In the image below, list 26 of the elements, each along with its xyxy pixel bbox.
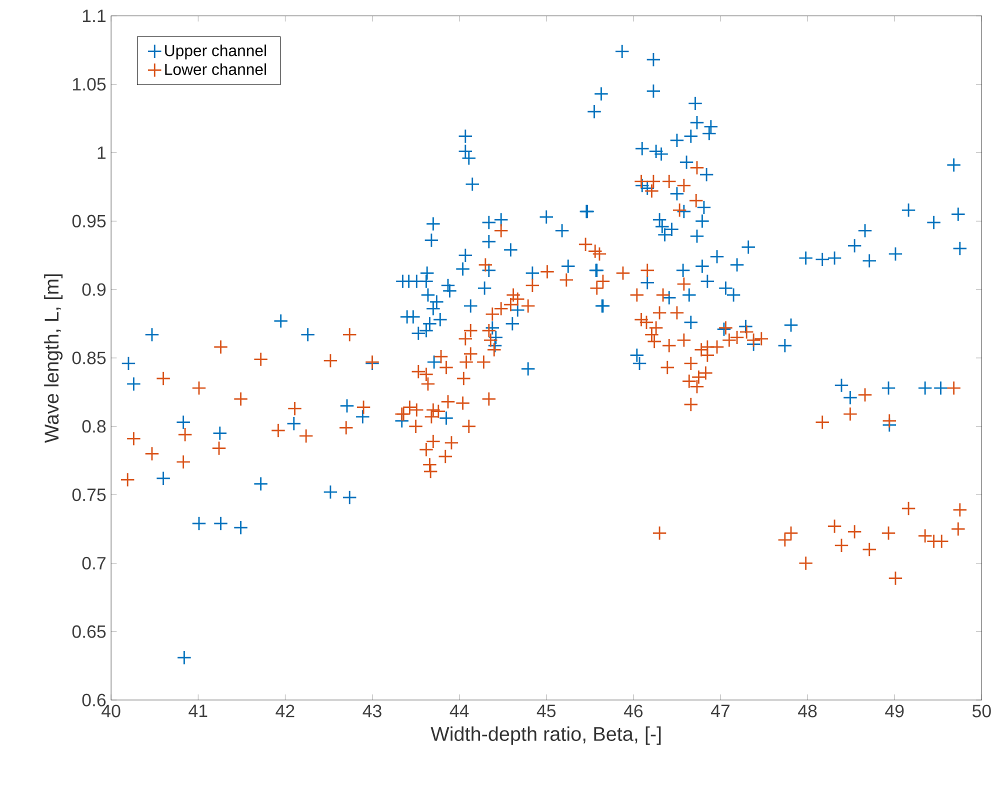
x-tick-label: 44 [450,704,469,717]
x-tick-label: 46 [624,704,643,718]
y-tick-label: 1.1 [82,10,106,22]
legend-label: Upper channel [165,44,266,60]
y-tick-label: 1 [98,146,106,159]
y-tick-label: 0.9 [82,283,106,296]
y-tick-label: 0.75 [72,488,106,501]
legend-label: Lower channel [165,63,266,75]
x-tick-label: 42 [276,704,294,718]
x-tick-label: 40 [102,704,120,718]
y-tick-label: 0.7 [82,556,106,570]
y-tick-label: 0.65 [72,625,106,638]
x-axis-title: Width-depth ratio, Beta, [-] [430,726,661,745]
y-tick-label: 0.6 [82,694,106,706]
y-axis-title: Wave length, L, [m] [44,274,63,443]
x-tick-label: 48 [798,704,817,718]
x-tick-label: 50 [972,704,991,718]
x-tick-label: 41 [188,704,208,717]
x-tick-label: 47 [710,704,730,717]
x-tick-label: 45 [536,704,556,718]
y-tick-label: 0.85 [72,351,106,364]
x-tick-label: 43 [362,704,382,718]
x-tick-label: 49 [885,704,904,718]
y-tick-label: 0.95 [72,214,106,228]
y-tick-label: 0.8 [82,420,106,433]
y-tick-label: 1.05 [73,78,106,90]
